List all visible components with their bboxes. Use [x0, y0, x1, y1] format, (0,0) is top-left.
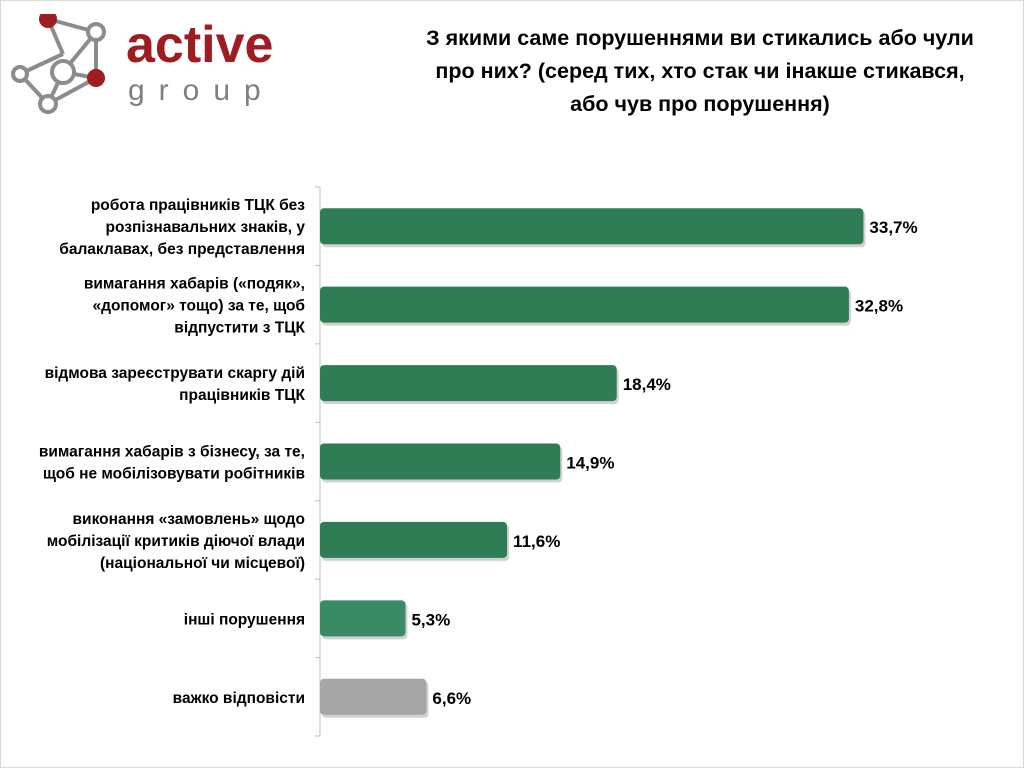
bar: [320, 600, 406, 637]
data-label: 6,6%: [432, 689, 471, 708]
category-label: вимагання хабарів («подяк»,: [84, 276, 305, 293]
category-label: мобілізації критиків діючої влади: [47, 533, 305, 550]
chart-title-line: З якими саме порушеннями ви стикались аб…: [426, 26, 974, 50]
category-label: працівників ТЦК: [179, 387, 305, 404]
data-label: 32,8%: [855, 297, 903, 316]
bar: [320, 443, 561, 480]
bar: [320, 208, 864, 245]
chart-title-line: про них? (серед тих, хто стак чи інакше …: [435, 59, 965, 83]
brand-sub: group: [128, 74, 275, 107]
category-label: вимагання хабарів з бізнесу, за те,: [39, 444, 305, 461]
data-label: 5,3%: [411, 610, 450, 629]
brand-name: active: [126, 16, 273, 74]
category-label: відпустити з ТЦК: [174, 320, 305, 337]
bar: [320, 521, 508, 558]
category-label: відмова зареєструвати скаргу дій: [45, 365, 305, 382]
bar: [320, 365, 617, 402]
data-label: 11,6%: [513, 532, 560, 551]
data-label: 18,4%: [623, 375, 671, 394]
network-graph-icon: [11, 14, 106, 114]
category-label: робота працівників ТЦК без: [91, 197, 305, 214]
category-label: щоб не мобілізовувати робітників: [43, 466, 305, 483]
category-label: (національної чи місцевої): [100, 555, 305, 572]
bar: [320, 286, 849, 323]
category-label: виконання «замовлень» щодо: [73, 511, 305, 528]
category-label: балаклавах, без представлення: [59, 241, 305, 258]
active-group-logo: active group: [11, 14, 275, 114]
category-label: «допомог» тощо) за те, щоб: [93, 298, 306, 315]
chart-title: З якими саме порушеннями ви стикались аб…: [370, 22, 1024, 121]
data-label: 33,7%: [869, 218, 917, 237]
data-label: 14,9%: [566, 454, 614, 473]
chart-title-line: або чув про порушення): [570, 92, 830, 116]
bar: [320, 678, 427, 715]
category-label: розпізнавальних знаків, у: [106, 219, 306, 236]
category-label: важко відповісти: [173, 690, 305, 707]
category-label: інші порушення: [184, 611, 305, 628]
